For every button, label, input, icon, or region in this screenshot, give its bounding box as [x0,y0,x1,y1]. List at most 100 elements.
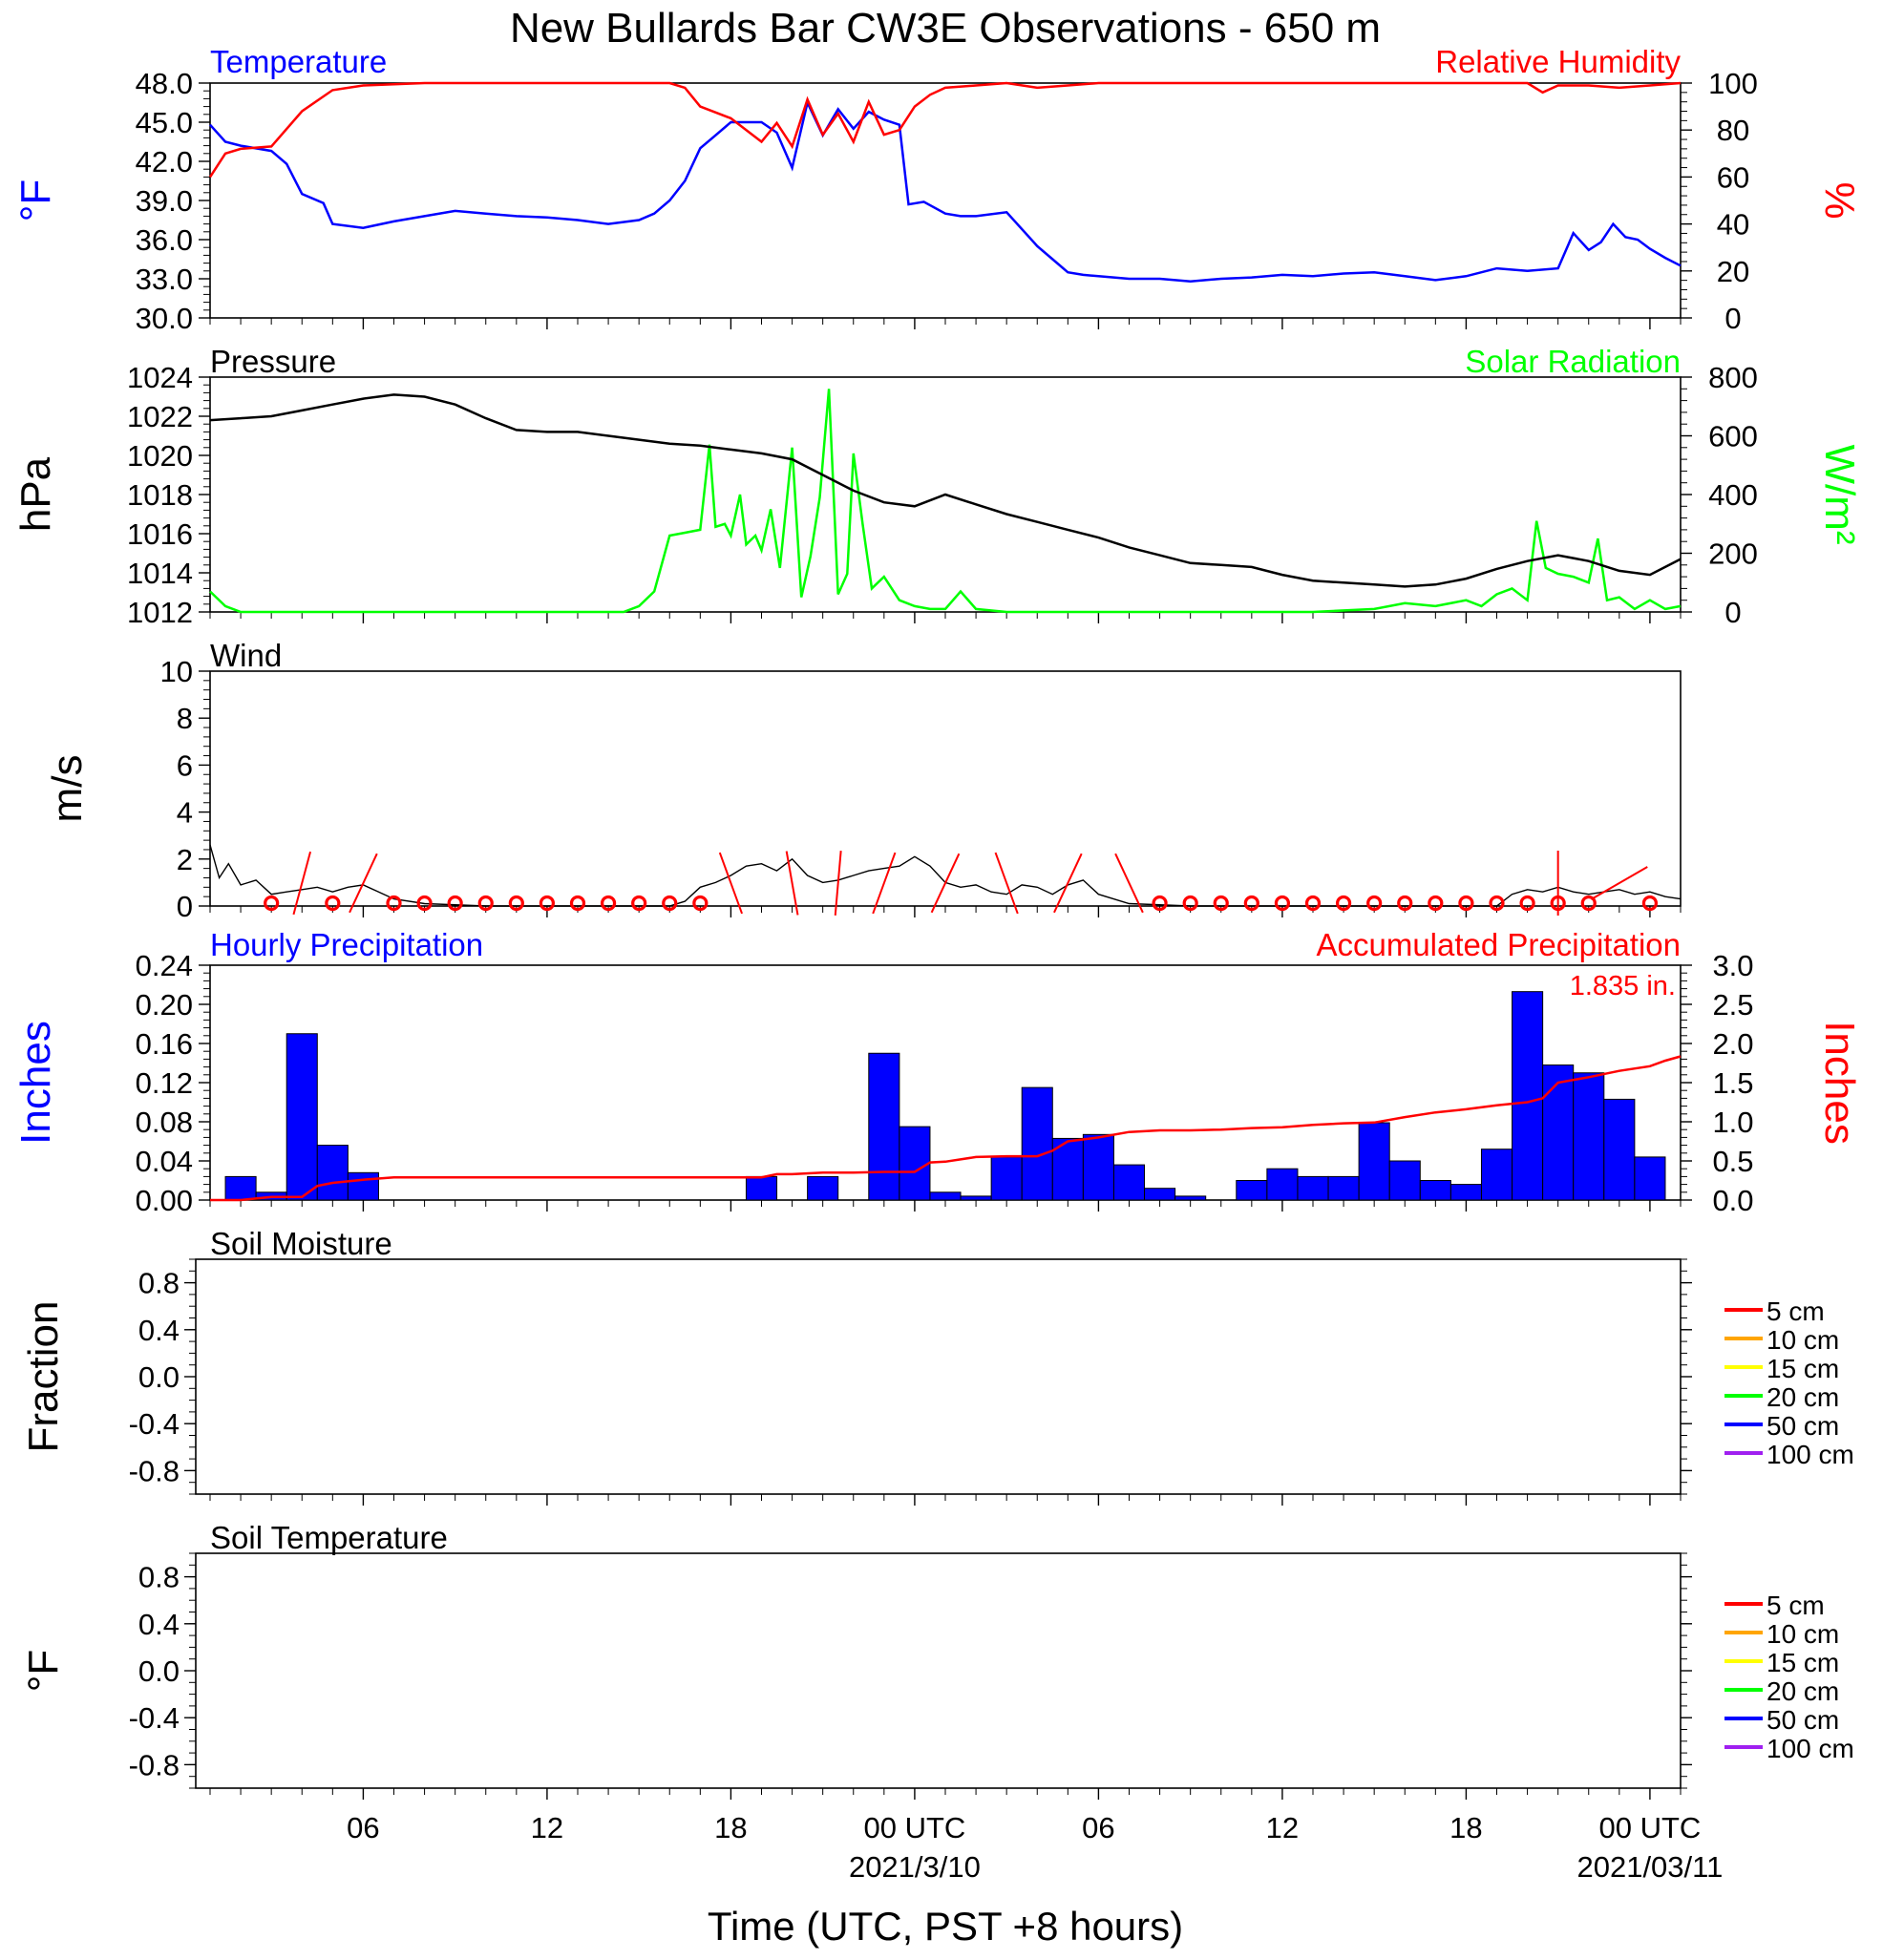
wind-barb [718,852,743,915]
y-tick-label: 4 [177,796,193,830]
calm-marker [631,895,647,912]
calm-marker [1550,895,1566,912]
precip-bar [1021,1086,1053,1201]
wind-title: Wind [210,638,282,673]
calm-marker [539,895,556,912]
legend-label: 100 cm [1767,1440,1854,1469]
y-tick-label-right: 40 [1717,208,1749,242]
x-tick-label: 12 [1266,1811,1299,1844]
legend-label: 50 cm [1767,1411,1839,1441]
precip-bar [1112,1164,1146,1201]
calm-marker [1213,895,1229,912]
x-tick-label: 12 [531,1811,563,1844]
y-tick-label-right: 1.5 [1712,1066,1753,1100]
x-tick-label: 00 UTC [864,1811,966,1844]
wind-barb [1053,853,1083,914]
y-tick-label-right: 400 [1708,478,1758,512]
temperature-panel: Temperature Relative Humidity °F % 48.04… [12,44,1863,335]
x-tick-label: 18 [714,1811,747,1844]
y-tick-label: 0.12 [136,1066,193,1100]
temperature-axes: 48.0 45.0 42.0 39.0 36.0 33.0 30.0 100 80 60 40 20 0 [136,67,1758,335]
precip-bar [1388,1160,1421,1201]
temperature-title: Temperature [210,44,387,79]
y-tick-label: 0.4 [138,1608,180,1641]
y-tick-label-right: 2.5 [1712,988,1753,1022]
hourly-precip-bars [224,991,1666,1201]
x-tick-label: 06 [347,1811,379,1844]
y-tick-label: 2 [177,843,193,876]
calm-marker [1243,895,1259,912]
wind-barb [1114,853,1144,914]
legend-label: 100 cm [1767,1734,1854,1763]
calm-marker [1397,895,1413,912]
wind-axes: 10 8 6 4 2 0 [160,655,1682,923]
wind-barb [1590,866,1648,900]
y-tick-label-right: 100 [1708,67,1758,100]
wind-barb [872,852,897,915]
y-tick-label-right: 3.0 [1712,949,1753,982]
figure-title: New Bullards Bar CW3E Observations - 650… [510,5,1381,52]
y-tick-label: 1022 [127,400,193,433]
wind-axis-label: m/s [44,755,91,823]
y-tick-label-right: 2.0 [1712,1027,1753,1061]
temperature-line [209,98,1682,283]
y-tick-label: 0.8 [138,1561,180,1594]
precip-bar [807,1175,839,1201]
soil-temperature-title: Soil Temperature [210,1520,448,1555]
y-tick-label: 1016 [127,517,193,551]
soil-temperature-panel: Soil Temperature °F 0.8 0.4 0.0 -0.4 -0.8 5 … [20,1520,1854,1800]
pressure-panel: Pressure Solar Radiation hPa W/m² 102410… [12,344,1863,629]
soil-moisture-axes: 0.8 0.4 0.0 -0.4 -0.8 [129,1258,1692,1506]
wind-barb [930,853,961,914]
calm-marker [416,895,433,912]
precip-bar [286,1033,318,1201]
precip-bar [745,1175,778,1201]
solar-radiation-line [209,389,1682,614]
y-tick-label: 0.04 [136,1145,193,1178]
wind-barb [785,851,799,916]
calm-marker [1458,895,1474,912]
precip-bar [1297,1175,1329,1201]
y-tick-label: 10 [160,655,193,688]
precip-bar [1419,1180,1451,1201]
y-tick-label: 1018 [127,478,193,512]
soil-temperature-panel-frame [195,1552,1682,1789]
y-tick-label-right: 0.5 [1712,1145,1753,1178]
calm-marker [1519,895,1535,912]
y-tick-label-right: 60 [1717,160,1749,194]
calm-marker [1335,895,1352,912]
calm-marker [508,895,524,912]
y-tick-label: 6 [177,748,193,782]
calm-marker [600,895,617,912]
y-tick-label: 8 [177,702,193,735]
calm-marker [1304,895,1322,912]
precip-bar [1573,1072,1605,1201]
calm-marker [692,895,709,912]
y-tick-label: -0.4 [129,1407,180,1441]
y-tick-label: 0.0 [138,1360,180,1394]
soil-temperature-axis-label: °F [20,1650,67,1692]
y-tick-label: 36.0 [136,223,193,257]
soil-temperature-axes: 0.8 0.4 0.0 -0.4 -0.8 [129,1552,1692,1800]
precip-bar [1603,1098,1636,1201]
accumulated-precip-line [210,1055,1682,1202]
calm-marker [569,895,586,912]
precip-bar [224,1175,257,1201]
legend-label: 10 cm [1767,1325,1839,1355]
legend-label: 15 cm [1767,1354,1839,1383]
precip-bar [1634,1156,1666,1201]
precip-bar [1174,1195,1207,1201]
precipitation-axes: 0.24 0.20 0.16 0.12 0.08 0.04 0.00 3.0 2.5 2.0 1.5… [136,949,1754,1217]
y-tick-label: 0.08 [136,1106,193,1139]
precipitation-panel-frame [209,964,1682,1201]
y-tick-label: 33.0 [136,263,193,296]
y-tick-label: 30.0 [136,302,193,335]
pressure-line [209,393,1682,588]
precip-bar [1144,1188,1176,1201]
y-tick-label: 1024 [127,361,193,394]
calm-markers [264,895,1659,912]
y-tick-label-right: 80 [1717,114,1749,147]
x-tick-label: 18 [1449,1811,1482,1844]
